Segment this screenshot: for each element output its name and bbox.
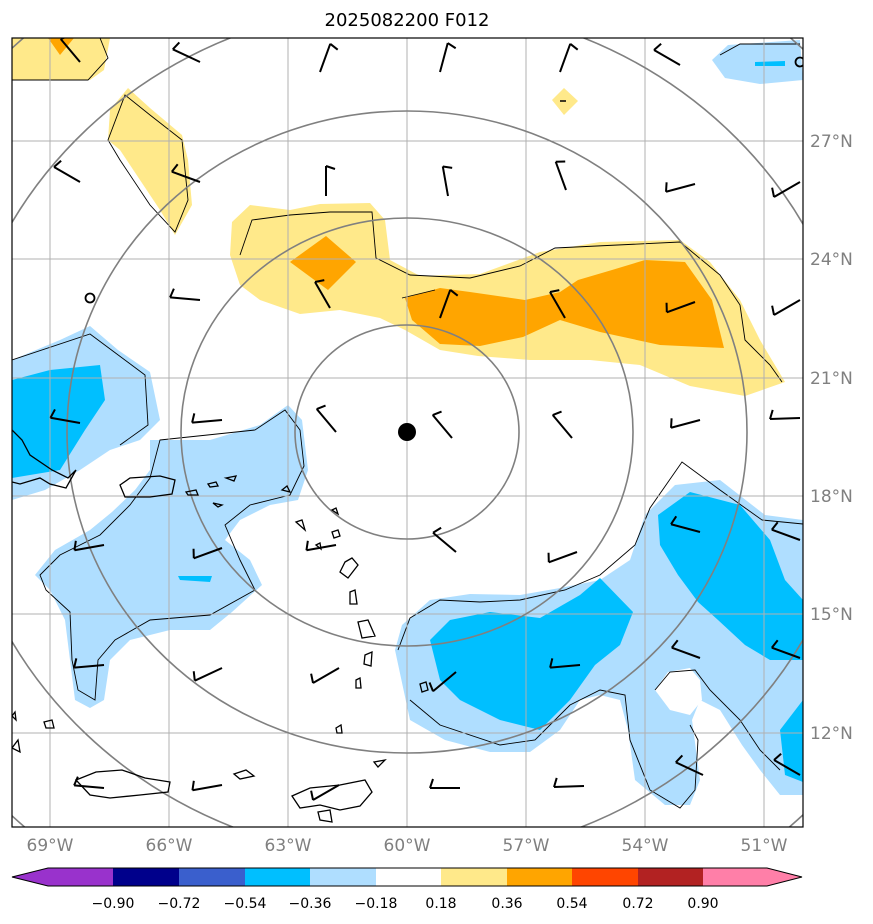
colorbar: −0.90 −0.72 −0.54 −0.36 −0.18 0.18 0.36 …	[11, 867, 803, 912]
lon-label: 63°W	[265, 836, 312, 856]
longitude-labels: 69°W 66°W 63°W 60°W 57°W 54°W 51°W	[27, 836, 788, 856]
colorbar-segment	[703, 868, 767, 886]
colorbar-tick-label: −0.36	[289, 896, 332, 912]
lat-label: 18°N	[810, 487, 853, 507]
storm-center-marker	[398, 423, 416, 441]
colorbar-segment	[507, 868, 572, 886]
lon-label: 60°W	[384, 836, 431, 856]
colorbar-high-extend	[767, 868, 802, 886]
lon-label: 57°W	[503, 836, 550, 856]
colorbar-tick-label: 0.90	[687, 896, 718, 912]
colorbar-low-extend	[12, 868, 48, 886]
positive-anomaly-fill	[12, 38, 785, 396]
colorbar-tick-label: 0.36	[491, 896, 522, 912]
lon-label: 54°W	[622, 836, 669, 856]
colorbar-segment	[572, 868, 638, 886]
colorbar-segment	[441, 868, 507, 886]
colorbar-segment	[48, 868, 113, 886]
lon-label: 69°W	[27, 836, 74, 856]
negative-anomaly-fill	[12, 40, 803, 805]
coastlines	[12, 429, 429, 823]
colorbar-outline	[11, 867, 803, 887]
colorbar-tick-label: 0.72	[622, 896, 653, 912]
lon-label: 66°W	[146, 836, 193, 856]
lat-label: 21°N	[810, 369, 853, 389]
wind-barbs	[49, 38, 803, 801]
colorbar-segment	[310, 868, 376, 886]
colorbar-tick-label: −0.18	[355, 896, 398, 912]
lat-label: 27°N	[810, 132, 853, 152]
lon-label: 51°W	[741, 836, 788, 856]
colorbar-segment	[113, 868, 179, 886]
colorbar-tick-label: −0.54	[224, 896, 267, 912]
lat-label: 12°N	[810, 724, 853, 744]
colorbar-segment	[376, 868, 441, 886]
lat-label: 24°N	[810, 250, 853, 270]
colorbar-tick-label: −0.72	[158, 896, 201, 912]
colorbar-segment	[179, 868, 245, 886]
colorbar-tick-label: 0.18	[425, 896, 456, 912]
colorbar-tick-label: 0.54	[556, 896, 587, 912]
map-frame	[11, 37, 804, 828]
lat-label: 15°N	[810, 605, 853, 625]
latitude-labels: 27°N 24°N 21°N 18°N 15°N 12°N	[810, 132, 853, 744]
colorbar-segment	[245, 868, 310, 886]
map-title: 2025082200 F012	[325, 10, 490, 31]
colorbar-segment	[638, 868, 703, 886]
colorbar-tick-label: −0.90	[92, 896, 135, 912]
